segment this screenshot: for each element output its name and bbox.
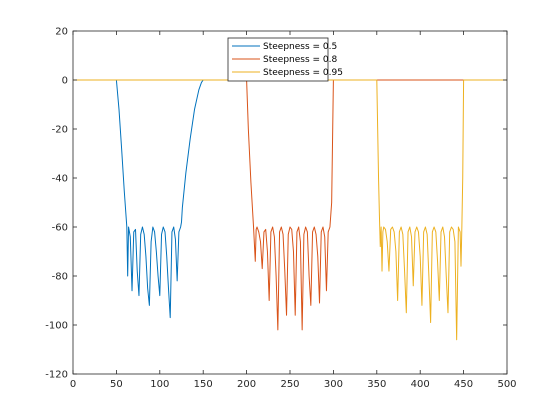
x-tick-label: 200 xyxy=(237,379,256,390)
x-tick-label: 250 xyxy=(280,379,299,390)
x-axis: 0 50 100 150 200 250 300 350 400 450 500 xyxy=(70,31,517,390)
series-line-1 xyxy=(73,79,507,319)
y-tick-label: -40 xyxy=(52,174,68,185)
x-tick-label: 450 xyxy=(454,379,473,390)
x-tick-label: 50 xyxy=(110,379,123,390)
legend-entry-3: Steepness = 0.95 xyxy=(263,68,343,78)
x-tick-label: 150 xyxy=(194,379,213,390)
y-tick-label: 0 xyxy=(62,76,68,87)
x-tick-label: 0 xyxy=(70,379,76,390)
legend: Steepness = 0.5 Steepness = 0.8 Steepness … xyxy=(227,37,343,82)
legend-entry-1: Steepness = 0.5 xyxy=(263,42,337,52)
x-tick-label: 500 xyxy=(497,379,516,390)
y-axis: 20 0 -20 -40 -60 -80 -100 -120 xyxy=(45,27,507,381)
plot-area xyxy=(73,31,507,374)
y-tick-label: -20 xyxy=(52,125,68,136)
series-layer xyxy=(73,79,507,341)
x-tick-label: 400 xyxy=(411,379,430,390)
x-tick-label: 300 xyxy=(324,379,343,390)
legend-entry-2: Steepness = 0.8 xyxy=(263,55,337,65)
y-tick-label: -80 xyxy=(52,272,68,283)
y-tick-label: -100 xyxy=(45,321,68,332)
y-tick-label: -60 xyxy=(52,223,68,234)
series-line-3 xyxy=(73,79,507,341)
x-tick-label: 350 xyxy=(367,379,386,390)
x-tick-label: 100 xyxy=(150,379,169,390)
y-tick-label: -120 xyxy=(45,370,68,381)
series-line-2 xyxy=(73,79,507,331)
y-tick-label: 20 xyxy=(55,27,68,38)
